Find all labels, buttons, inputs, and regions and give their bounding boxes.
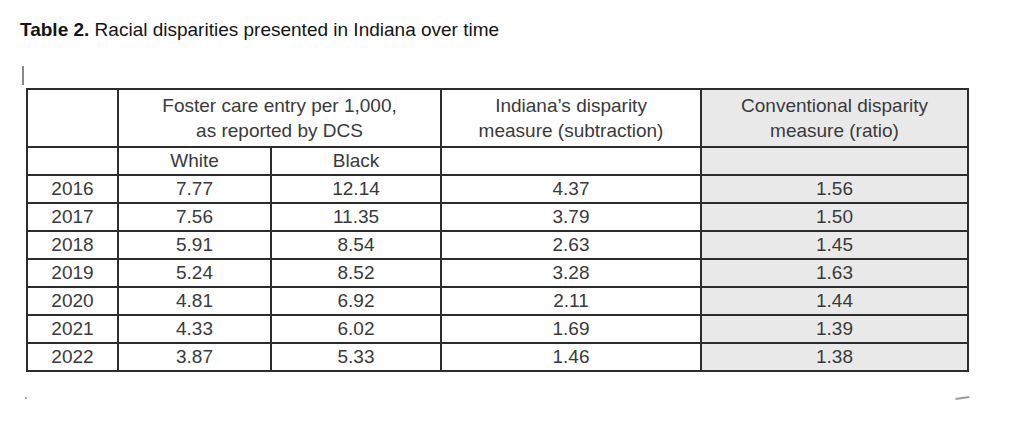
year-cell: 2017 <box>27 203 118 231</box>
subtraction-measure-cell: 1.46 <box>441 343 701 371</box>
year-cell: 2020 <box>27 287 118 315</box>
ratio-measure-cell: 1.39 <box>701 315 968 343</box>
ratio-measure-cell: 1.44 <box>701 287 968 315</box>
table-caption-text: Racial disparities presented in Indiana … <box>89 19 499 40</box>
table-caption: Table 2. Racial disparities presented in… <box>20 19 499 41</box>
table-row: 2022 3.87 5.33 1.46 1.38 <box>27 343 968 371</box>
table-resize-handle[interactable] <box>955 390 970 400</box>
header-year-blank <box>27 89 118 147</box>
header-row-sub: White Black <box>27 147 968 175</box>
table-row: 2017 7.56 11.35 3.79 1.50 <box>27 203 968 231</box>
header-conventional-disparity: Conventional disparity measure (ratio) <box>701 89 968 147</box>
black-entry-cell: 12.14 <box>271 175 441 203</box>
year-cell: 2022 <box>27 343 118 371</box>
subtraction-measure-cell: 2.63 <box>441 231 701 259</box>
white-entry-cell: 4.81 <box>118 287 271 315</box>
table-row: 2018 5.91 8.54 2.63 1.45 <box>27 231 968 259</box>
white-entry-cell: 4.33 <box>118 315 271 343</box>
white-entry-cell: 5.24 <box>118 259 271 287</box>
ratio-measure-cell: 1.50 <box>701 203 968 231</box>
racial-disparity-table[interactable]: Foster care entry per 1,000, as reported… <box>26 88 969 372</box>
text-cursor <box>22 66 24 85</box>
ratio-measure-cell: 1.56 <box>701 175 968 203</box>
ratio-measure-cell: 1.45 <box>701 231 968 259</box>
table-row: 2016 7.77 12.14 4.37 1.56 <box>27 175 968 203</box>
table-row: 2019 5.24 8.52 3.28 1.63 <box>27 259 968 287</box>
table-body: 2016 7.77 12.14 4.37 1.56 2017 7.56 11.3… <box>27 175 968 371</box>
year-cell: 2018 <box>27 231 118 259</box>
subheader-ratio-blank <box>701 147 968 175</box>
black-entry-cell: 8.54 <box>271 231 441 259</box>
table-row: 2020 4.81 6.92 2.11 1.44 <box>27 287 968 315</box>
header-row-group: Foster care entry per 1,000, as reported… <box>27 89 968 147</box>
white-entry-cell: 7.56 <box>118 203 271 231</box>
subtraction-measure-cell: 3.79 <box>441 203 701 231</box>
year-cell: 2021 <box>27 315 118 343</box>
subtraction-measure-cell: 3.28 <box>441 259 701 287</box>
year-cell: 2016 <box>27 175 118 203</box>
black-entry-cell: 6.92 <box>271 287 441 315</box>
black-entry-cell: 5.33 <box>271 343 441 371</box>
white-entry-cell: 5.91 <box>118 231 271 259</box>
subtraction-measure-cell: 1.69 <box>441 315 701 343</box>
header-foster-care-entry: Foster care entry per 1,000, as reported… <box>118 89 441 147</box>
header-indiana-disparity: Indiana’s disparity measure (subtraction… <box>441 89 701 147</box>
subheader-black: Black <box>271 147 441 175</box>
ratio-measure-cell: 1.38 <box>701 343 968 371</box>
subheader-year-blank <box>27 147 118 175</box>
table-caption-label: Table 2. <box>20 19 89 40</box>
year-cell: 2019 <box>27 259 118 287</box>
subtraction-measure-cell: 4.37 <box>441 175 701 203</box>
black-entry-cell: 8.52 <box>271 259 441 287</box>
ratio-measure-cell: 1.63 <box>701 259 968 287</box>
black-entry-cell: 6.02 <box>271 315 441 343</box>
subheader-white: White <box>118 147 271 175</box>
subheader-subtraction-blank <box>441 147 701 175</box>
table-row: 2021 4.33 6.02 1.69 1.39 <box>27 315 968 343</box>
white-entry-cell: 7.77 <box>118 175 271 203</box>
black-entry-cell: 11.35 <box>271 203 441 231</box>
table-anchor-dot <box>25 397 27 399</box>
white-entry-cell: 3.87 <box>118 343 271 371</box>
subtraction-measure-cell: 2.11 <box>441 287 701 315</box>
